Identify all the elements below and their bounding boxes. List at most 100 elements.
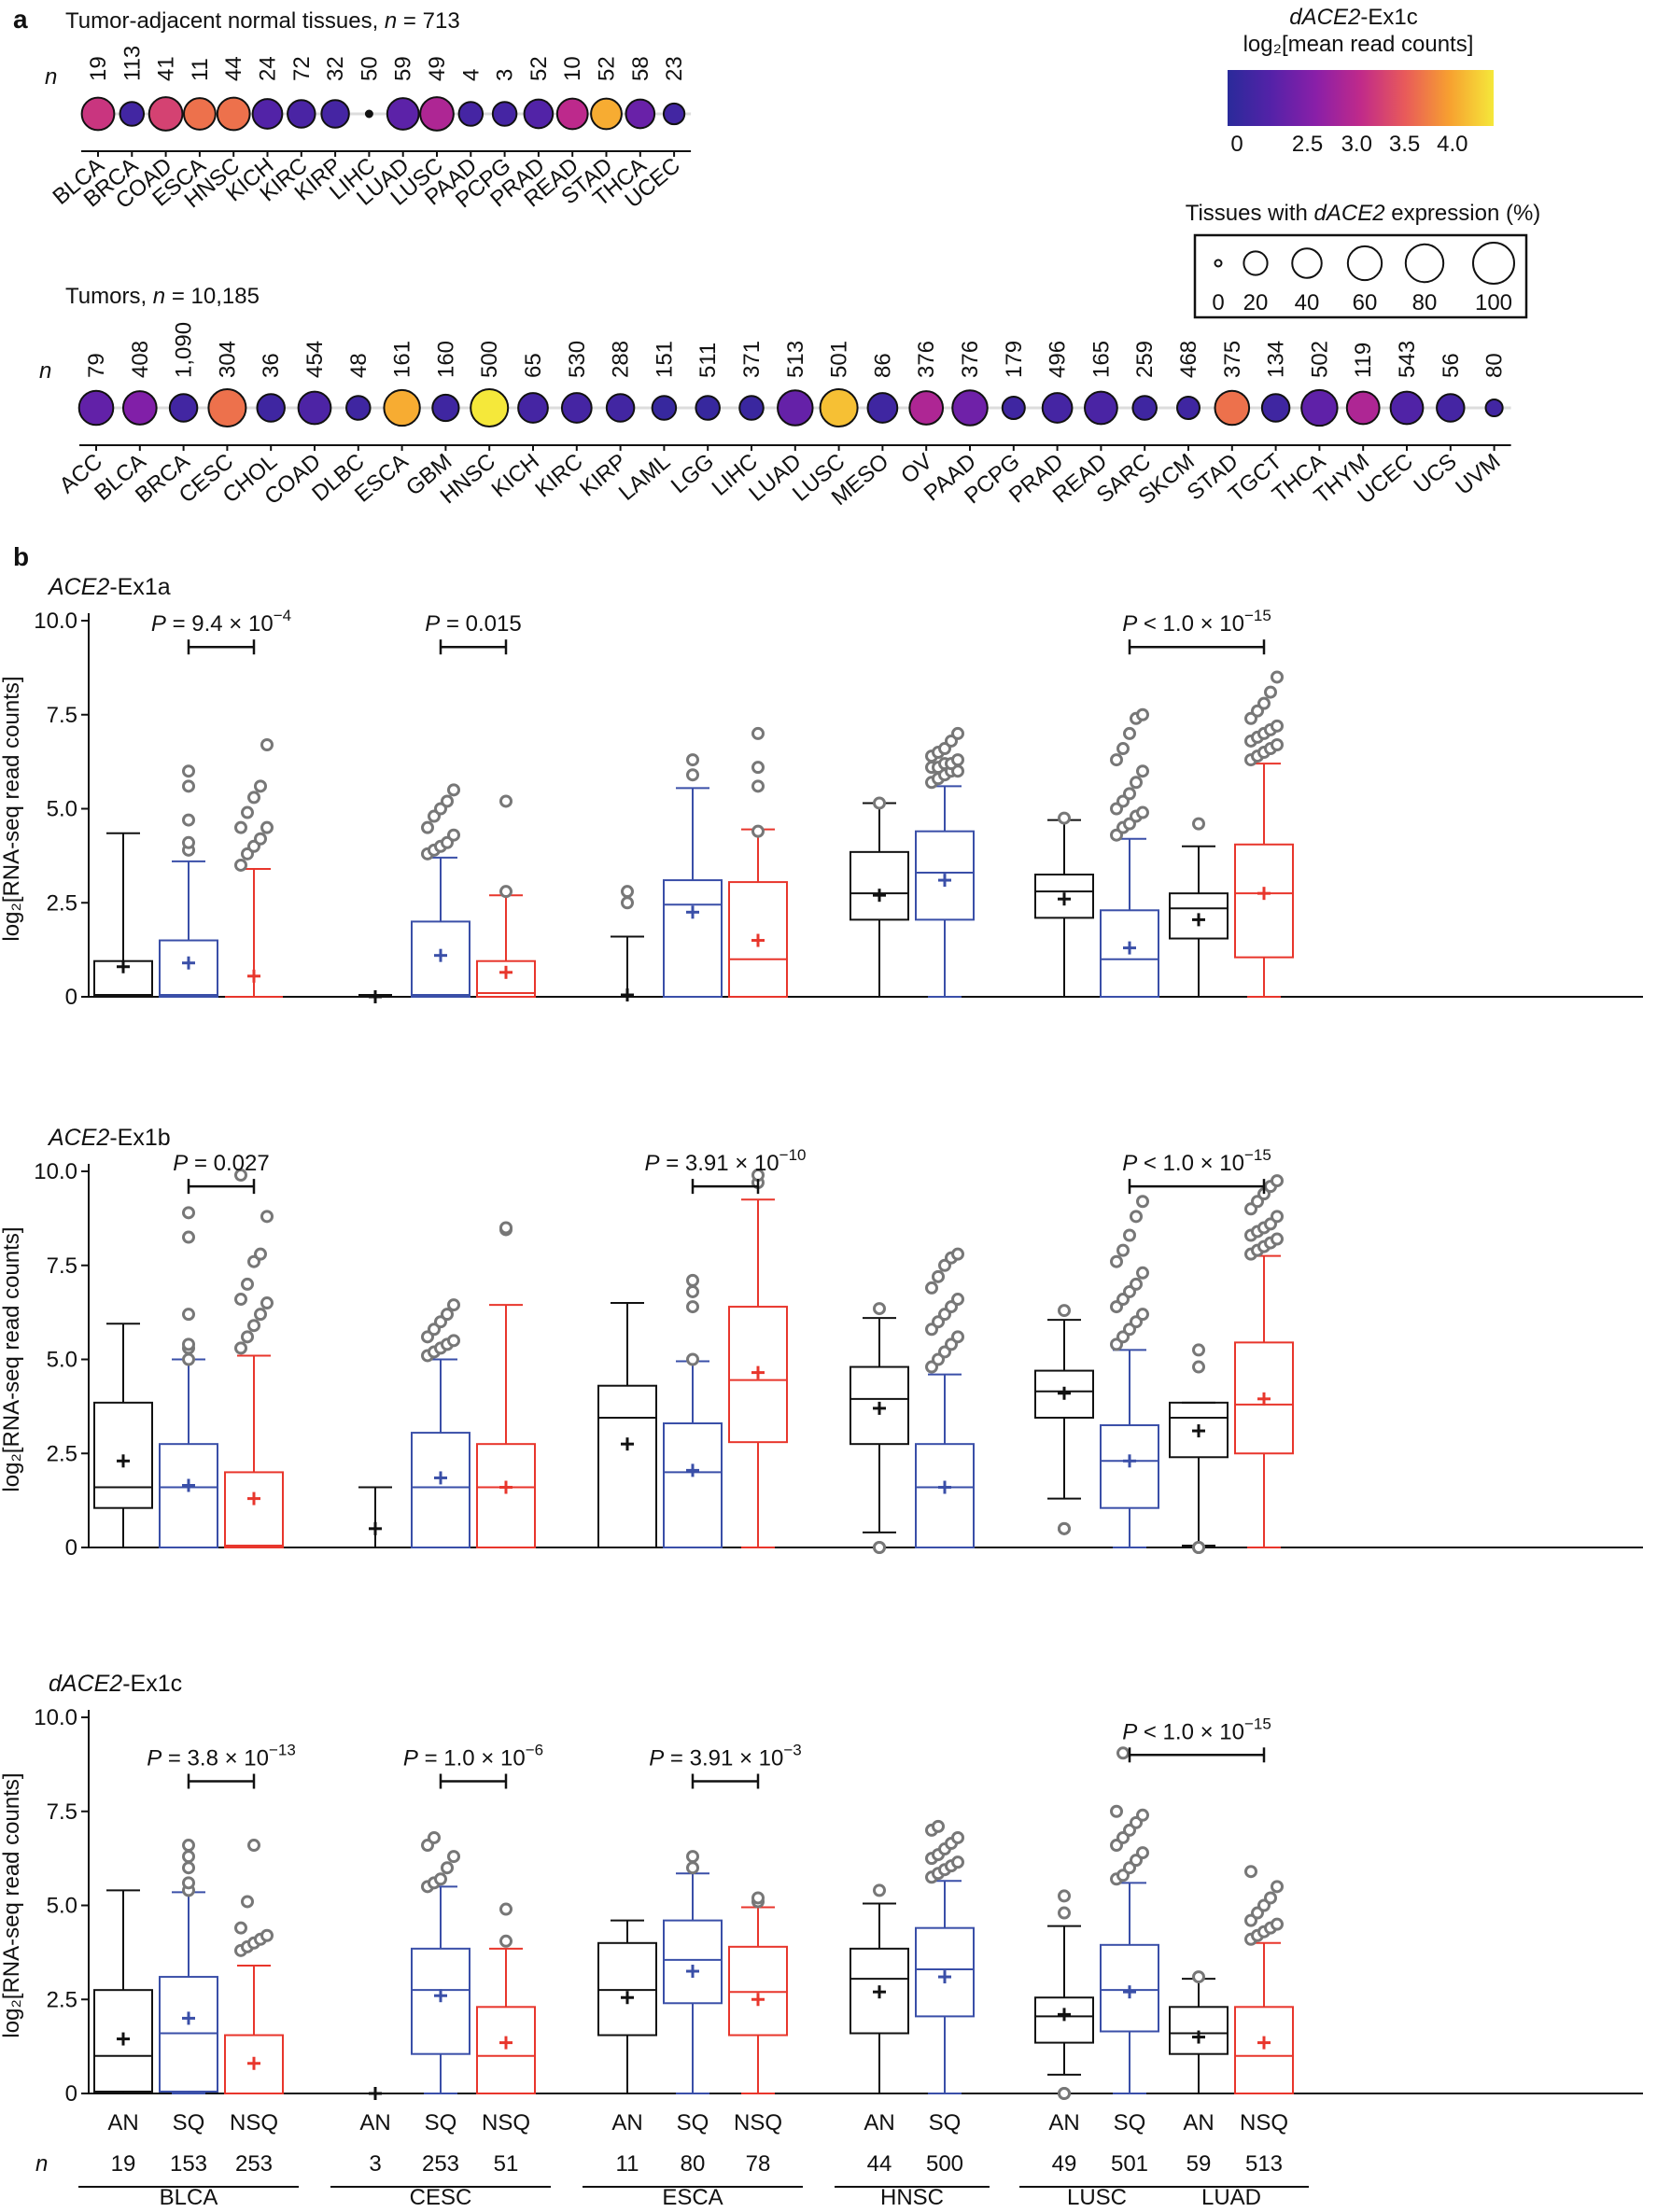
sample-n-label: 253 <box>422 2151 459 2177</box>
group-code-label: BLCA <box>160 2185 218 2210</box>
outlier-point <box>241 1330 254 1344</box>
bubble-ov <box>908 390 945 426</box>
outlier-point <box>241 1277 254 1291</box>
outlier-point <box>951 1830 964 1844</box>
box-iqr <box>1100 909 1159 998</box>
outlier-point <box>1257 696 1271 710</box>
outlier-point <box>1110 753 1123 767</box>
outlier-point <box>447 1850 460 1864</box>
outlier-point <box>1116 742 1130 756</box>
bubble-coad <box>297 390 332 426</box>
sample-type-label: AN <box>611 2110 642 2135</box>
box-esca-nsq <box>728 1169 788 1548</box>
size-legend-circle <box>1243 250 1269 276</box>
p-value-symbol: P <box>151 611 166 637</box>
outlier-point <box>247 1319 260 1333</box>
p-value-text: < 1.0 × 10 <box>1137 1151 1244 1176</box>
subpanel-title-gene: dACE2 <box>49 1671 122 1697</box>
box-iqr <box>663 879 723 999</box>
outlier-point <box>1130 1210 1143 1224</box>
y-tick-label: 0 <box>65 2081 77 2107</box>
y-tick-label: 10.0 <box>34 1159 77 1184</box>
tumor-title-value: = 10,185 <box>165 284 260 309</box>
box-iqr <box>93 1401 153 1509</box>
box-iqr <box>159 1976 218 2093</box>
outlier-point <box>951 1855 964 1869</box>
p-value-exponent: −13 <box>269 1742 296 1759</box>
bubble-blca <box>121 390 158 426</box>
outlier-point <box>1058 1906 1071 1920</box>
bubble-n-label: 513 <box>783 341 808 378</box>
tumor-n-label: n <box>39 358 51 384</box>
box-luad-an <box>1169 1343 1229 1554</box>
p-value-symbol: P <box>173 1151 188 1176</box>
tumor-bubble-chart: 79ACC408BLCA1,090BRCA304CESC36CHOL454COA… <box>55 322 1511 511</box>
colorbar-subtitle: log₂[mean read counts] <box>1243 32 1474 57</box>
box-iqr <box>597 1384 657 1548</box>
y-axis-label: log₂[RNA-seq read counts] <box>0 1226 24 1491</box>
box-iqr <box>1234 1341 1294 1455</box>
box-blca-sq <box>159 764 218 998</box>
outlier-point <box>751 1891 765 1905</box>
outlier-point <box>1058 2087 1071 2100</box>
box-iqr <box>850 1365 909 1446</box>
outlier-point <box>1136 1195 1149 1209</box>
box-esca-an <box>598 885 656 1001</box>
box-cesc-nsq <box>476 794 536 998</box>
bubble-ucs <box>1436 393 1466 423</box>
sample-n-label: 500 <box>926 2151 963 2177</box>
bubble-kirp <box>320 99 350 129</box>
bubble-n-label: 65 <box>521 353 546 378</box>
box-hnsc-an <box>850 796 909 998</box>
sample-n-label: 19 <box>111 2151 136 2177</box>
sample-axis: AN 19 SQ 153 NSQ 253 AN 3 SQ 253 NSQ 51 AN 11 SQ 80 NSQ 7… <box>35 2110 1309 2210</box>
box-iqr <box>411 1432 470 1548</box>
group-code-label: LUAD <box>1201 2185 1261 2210</box>
outlier-point <box>1192 1360 1205 1374</box>
size-legend: Tissues with dACE2 expression (%) 0 20 40 6… <box>1186 201 1541 319</box>
p-value-symbol: P <box>645 1151 660 1176</box>
box-blca-nsq <box>224 1839 284 2094</box>
bubble-n-label: 119 <box>1351 343 1376 378</box>
box-esca-an <box>597 1302 657 1548</box>
box-cesc-an <box>346 990 404 1003</box>
bubble-lusc <box>419 96 455 132</box>
sample-type-label: AN <box>359 2110 390 2135</box>
size-title-suffix: expression (%) <box>1385 201 1541 226</box>
colorbar-tick-label: 4.0 <box>1437 132 1467 157</box>
bubble-acc <box>77 389 115 427</box>
outlier-point <box>260 1210 274 1224</box>
p-value-text: = 3.91 × 10 <box>660 1151 779 1176</box>
box-lusc-sq <box>1100 1195 1159 1548</box>
outlier-point <box>951 753 964 767</box>
box-hnsc-sq <box>915 1819 975 2094</box>
p-value-text: < 1.0 × 10 <box>1137 611 1244 637</box>
tumor-title-n: n <box>153 284 165 309</box>
sample-type-label: AN <box>864 2110 894 2135</box>
outlier-point <box>925 1281 938 1295</box>
bubble-kirp <box>605 393 636 423</box>
outlier-point <box>247 791 260 805</box>
outlier-point <box>241 805 254 819</box>
box-blca-an <box>93 1323 153 1548</box>
outlier-point <box>1192 1970 1205 1984</box>
box-iqr <box>1169 892 1229 940</box>
outlier-point <box>182 1839 195 1853</box>
p-value-exponent: −15 <box>1244 607 1271 624</box>
box-esca-sq <box>663 1273 723 1549</box>
p-value-label: P = 0.027 <box>173 1151 269 1176</box>
outlier-point <box>182 1352 195 1366</box>
bubble-n-label: 501 <box>827 341 852 378</box>
outlier-point <box>1123 726 1136 740</box>
bubble-n-label: 3 <box>493 69 518 81</box>
p-value-label: P = 3.91 × 10−10 <box>645 1146 807 1176</box>
box-iqr <box>728 1945 788 2037</box>
bubble-n-label: 24 <box>256 56 281 81</box>
outlier-point <box>182 1230 195 1244</box>
outlier-point <box>1136 1846 1149 1860</box>
box-hnsc-sq <box>915 1247 975 1549</box>
y-tick-label: 2.5 <box>47 890 77 916</box>
box-iqr <box>915 1926 975 2018</box>
y-tick-label: 7.5 <box>47 703 77 728</box>
bubble-n-label: 36 <box>259 353 284 378</box>
